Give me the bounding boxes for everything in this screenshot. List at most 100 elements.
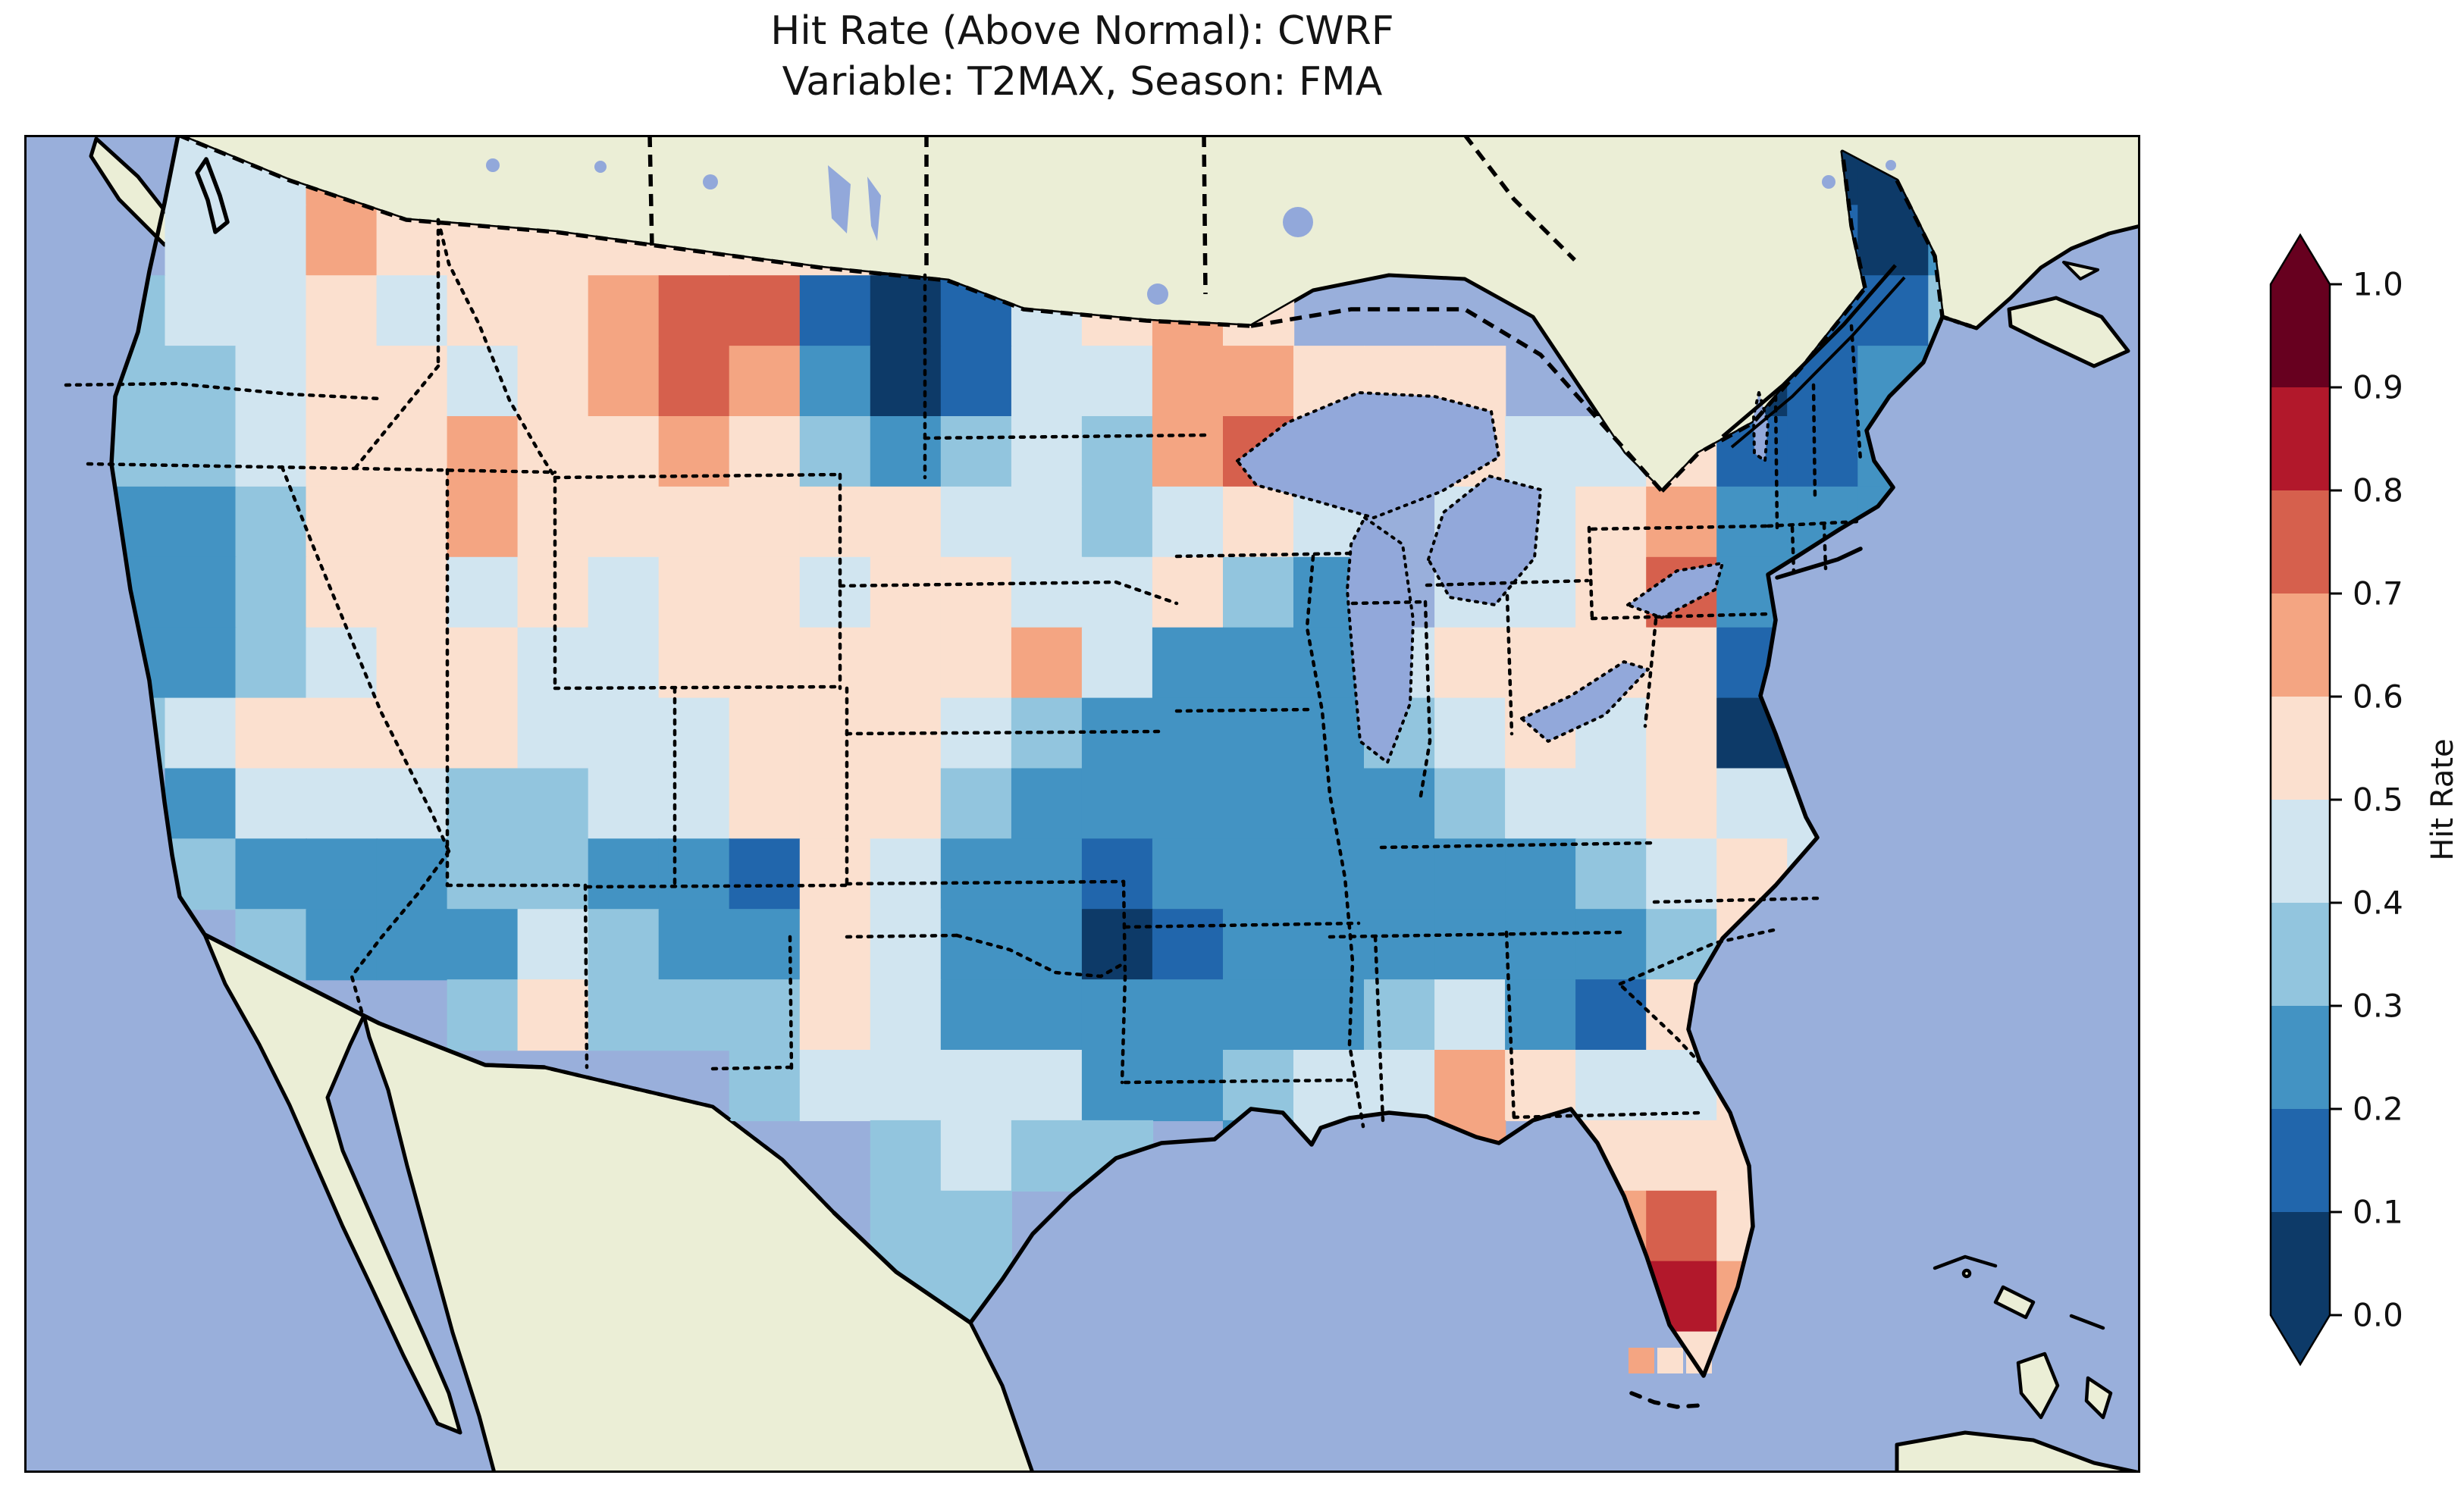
heatmap-cell <box>940 1190 1012 1262</box>
heatmap-cell <box>1081 627 1154 699</box>
heatmap-cell <box>235 556 307 628</box>
heatmap-cell <box>447 275 519 347</box>
heatmap-cell <box>799 838 871 910</box>
state-border <box>845 879 1126 886</box>
heatmap-cell <box>1505 909 1577 981</box>
heatmap-cell <box>376 486 448 558</box>
heatmap-cell <box>447 838 519 910</box>
heatmap-cell <box>235 627 307 699</box>
heatmap-cell <box>1434 838 1506 910</box>
heatmap-cell <box>376 909 448 981</box>
heatmap-cell <box>165 627 237 699</box>
heatmap-cell <box>1505 627 1577 699</box>
heatmap-cell <box>376 275 448 347</box>
heatmap-cell <box>1575 768 1647 840</box>
canadian-lake <box>486 158 500 172</box>
heatmap-cell <box>517 697 589 769</box>
heatmap-cell <box>940 838 1012 910</box>
heatmap-cell <box>729 346 801 418</box>
bahamas-island <box>1961 1268 1972 1279</box>
state-border <box>350 849 451 1016</box>
heatmap-cell <box>517 416 589 488</box>
heatmap-cell <box>1152 697 1224 769</box>
long-island <box>1775 547 1863 580</box>
heatmap-cell <box>870 556 942 628</box>
heatmap-cell <box>870 1050 942 1122</box>
heatmap-cell <box>111 416 166 488</box>
heatmap-cell <box>306 205 378 277</box>
offshore-cells <box>1629 1348 1712 1373</box>
heatmap-cell <box>870 768 942 840</box>
heatmap-cell <box>165 768 237 840</box>
state-border <box>436 218 557 480</box>
heatmap-cell <box>1081 768 1154 840</box>
heatmap-cell <box>165 486 237 558</box>
state-border <box>280 465 451 853</box>
heatmap-cell <box>1011 1050 1083 1122</box>
us-canada-border <box>1840 151 1867 289</box>
heatmap-cell <box>1505 979 1577 1051</box>
heatmap-cell <box>658 909 730 981</box>
colorbar-segment <box>2271 903 2330 1007</box>
heatmap-cell <box>588 556 660 628</box>
state-border <box>585 883 849 889</box>
colorbar: 1.0 0.9 0.8 0.7 0.6 0.5 0.4 0.3 0.2 0.1 0.0 Hit Rat… <box>2269 233 2460 1367</box>
us-canada-border <box>1660 287 1867 493</box>
state-border <box>1123 1078 1355 1085</box>
state-borders <box>64 218 1863 1129</box>
state-border <box>1618 927 1779 986</box>
colorbar-arrow-bottom <box>2271 1315 2330 1364</box>
bahamas-island <box>1993 1285 2036 1320</box>
heatmap-cell <box>235 697 307 769</box>
heatmap-cell <box>1575 486 1647 558</box>
state-border <box>583 883 589 1070</box>
heatmap-cell <box>1223 909 1295 981</box>
heatmap-cell <box>1011 556 1083 628</box>
heatmap-cell <box>1364 838 1436 910</box>
heatmap-cell <box>940 1050 1012 1122</box>
heatmap-cell <box>1081 486 1154 558</box>
heatmap-cell <box>1646 1120 1718 1192</box>
heatmap-cell <box>588 346 660 418</box>
heatmap-cell <box>1152 979 1224 1051</box>
heatmap-cell <box>1223 979 1295 1051</box>
state-border <box>1379 841 1657 850</box>
heatmap-cell <box>870 1190 942 1262</box>
heatmap-cell <box>306 838 378 910</box>
heatmap-cell <box>1434 627 1506 699</box>
map-panel <box>24 135 2140 1473</box>
colorbar-segment <box>2271 490 2330 594</box>
cuba <box>1895 1430 2140 1473</box>
state-border <box>553 684 842 691</box>
heatmap-cell <box>165 556 237 628</box>
us-canada-border <box>1250 307 1664 493</box>
canadian-lake <box>1147 283 1168 305</box>
heatmap-cell <box>1223 838 1295 910</box>
chart-title: Hit Rate (Above Normal): CWRF Variable: … <box>24 6 2140 107</box>
heatmap-cell <box>1081 346 1154 418</box>
heatmap-cell <box>447 979 519 1051</box>
heatmap-cell <box>1011 486 1083 558</box>
heatmap-cell <box>1646 486 1718 558</box>
lake-superior <box>1236 391 1500 519</box>
heatmap-cell <box>1646 768 1718 840</box>
chart-title-line2: Variable: T2MAX, Season: FMA <box>782 58 1383 105</box>
state-border <box>1773 394 1779 530</box>
state-border <box>1305 554 1365 1129</box>
colorbar-segment <box>2271 387 2330 491</box>
heatmap-cell <box>1152 838 1224 910</box>
heatmap-cell <box>658 556 730 628</box>
heatmap-cell <box>940 627 1012 699</box>
bahamas-island <box>2016 1351 2060 1420</box>
heatmap-cell <box>1434 979 1506 1051</box>
heatmap-cell <box>1364 979 1436 1051</box>
heatmap-cell <box>940 909 1012 981</box>
heatmap-cell <box>1223 556 1295 628</box>
heatmap-cell <box>658 346 730 418</box>
heatmap-cell <box>1434 768 1506 840</box>
heatmap-cell <box>376 627 448 699</box>
heatmap-cell <box>1575 1050 1647 1122</box>
heatmap-cell <box>165 697 237 769</box>
heatmap-cell <box>306 275 378 347</box>
heatmap-cell <box>1857 275 1930 347</box>
